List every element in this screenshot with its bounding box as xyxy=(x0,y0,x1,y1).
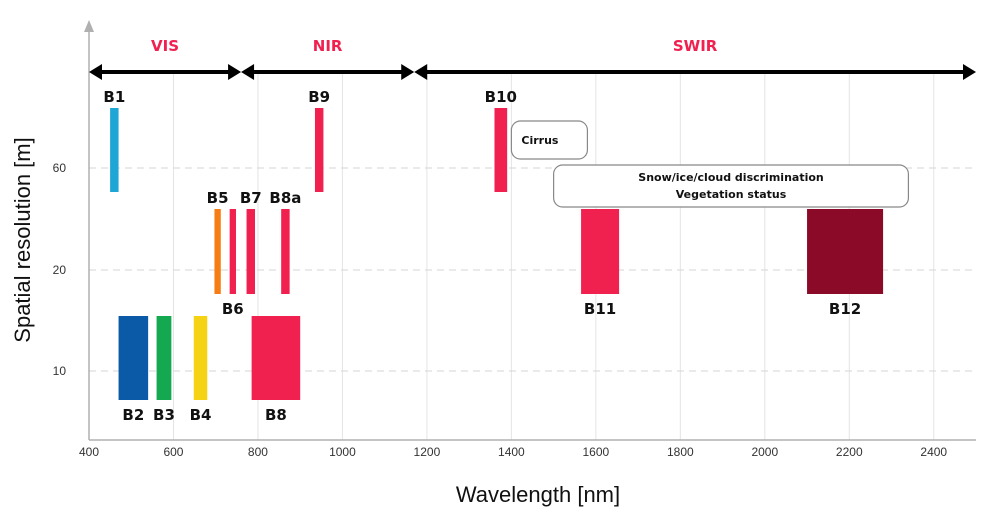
y-axis-title: Spatial resolution [m] xyxy=(10,137,35,342)
region-arrow-head-right xyxy=(228,64,242,80)
band-label-b5: B5 xyxy=(207,189,229,207)
y-tick-label: 20 xyxy=(53,263,67,277)
y-tick-label: 60 xyxy=(53,161,67,175)
band-bar-b2 xyxy=(118,316,149,400)
band-label-b7: B7 xyxy=(240,189,262,207)
band-bar-b12 xyxy=(807,209,884,294)
annotation-text: Cirrus xyxy=(521,134,559,147)
band-bar-b3 xyxy=(156,316,172,400)
annotation-box xyxy=(553,164,910,208)
x-tick-label: 800 xyxy=(248,445,268,459)
axes xyxy=(84,20,976,441)
spectral-regions: VIS NIR SWIR xyxy=(89,37,976,80)
x-tick-label: 2200 xyxy=(836,445,863,459)
region-arrow-head-right xyxy=(401,64,415,80)
x-axis-title: Wavelength [nm] xyxy=(456,482,620,507)
x-tick-label: 1800 xyxy=(667,445,694,459)
annotation-text: Vegetation status xyxy=(676,188,787,201)
annotation-box xyxy=(510,120,589,160)
band-label-b4: B4 xyxy=(190,406,212,424)
band-label-b6: B6 xyxy=(222,300,244,318)
band-bar-b6 xyxy=(229,209,236,294)
band-label-b10: B10 xyxy=(485,88,517,106)
band-bar-b10 xyxy=(494,108,508,192)
region-label: NIR xyxy=(313,37,343,55)
band-bar-b5 xyxy=(214,209,221,294)
y-axis-arrow xyxy=(84,20,94,32)
band-bar-b8 xyxy=(251,316,301,400)
band-label-b12: B12 xyxy=(829,300,861,318)
region-arrow-head-left xyxy=(89,64,102,80)
region-label: VIS xyxy=(151,37,179,55)
x-tick-label: 400 xyxy=(79,445,99,459)
annotation-text: Snow/ice/cloud discrimination xyxy=(638,171,823,184)
x-tick-label: 1000 xyxy=(329,445,356,459)
band-bar-b4 xyxy=(193,316,208,400)
band-label-b11: B11 xyxy=(584,300,616,318)
bands: B1 B2 B3 B4 B5 B6 B7 B8 B8a B9 B10 B11 B12 xyxy=(103,88,884,424)
x-tick-label: 1400 xyxy=(498,445,525,459)
band-label-b9: B9 xyxy=(308,88,330,106)
x-tick-label: 600 xyxy=(163,445,183,459)
band-label-b1: B1 xyxy=(103,88,125,106)
band-bar-b9 xyxy=(314,108,324,192)
x-tick-label: 2000 xyxy=(751,445,778,459)
region-arrow-head-left xyxy=(241,64,255,80)
band-label-b8a: B8a xyxy=(269,189,301,207)
tick-labels: 400 600 800 1000 1200 1400 1600 1800 2000 2200 240… xyxy=(53,161,948,459)
band-bar-b1 xyxy=(110,108,119,192)
y-tick-label: 10 xyxy=(53,364,67,378)
annotations: Cirrus Snow/ice/cloud discrimination Veget… xyxy=(510,120,910,208)
band-bar-b7 xyxy=(246,209,255,294)
band-label-b2: B2 xyxy=(122,406,144,424)
x-tick-label: 1200 xyxy=(414,445,441,459)
x-tick-label: 2400 xyxy=(920,445,947,459)
region-label: SWIR xyxy=(673,37,718,55)
region-arrow-head-left xyxy=(414,64,428,80)
band-bar-b11 xyxy=(581,209,620,294)
band-bar-b8a xyxy=(281,209,290,294)
band-label-b3: B3 xyxy=(153,406,175,424)
band-label-b8: B8 xyxy=(265,406,287,424)
x-tick-label: 1600 xyxy=(583,445,610,459)
region-arrow-head-right xyxy=(963,64,976,80)
